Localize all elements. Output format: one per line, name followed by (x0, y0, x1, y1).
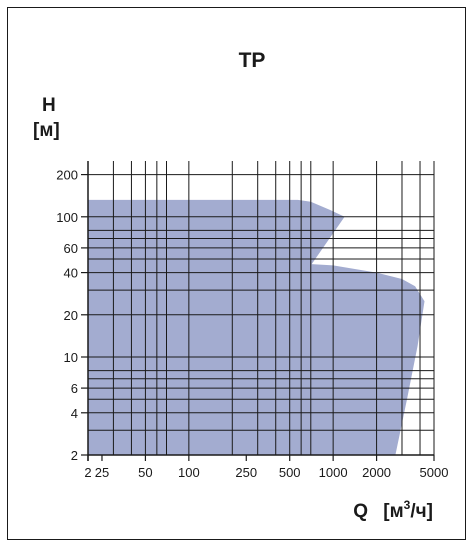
y-tick-label: 60 (64, 241, 78, 256)
y-tick-label: 200 (56, 168, 78, 183)
y-axis-label-symbol: H (42, 95, 56, 116)
x-axis-label-symbol: Q (353, 501, 368, 522)
x-tick-label: 5000 (420, 465, 449, 480)
axis-ticks (81, 173, 435, 461)
y-tick-label: 6 (71, 381, 78, 396)
x-tick-label: 1000 (319, 465, 348, 480)
plot-area: 2 4 6 10 20 40 60 100 200 2 25 50 100 250 500 1000 2000 5… (56, 161, 448, 480)
x-axis-unit-base: [м (383, 501, 403, 522)
y-tick-label: 2 (71, 448, 78, 463)
tick-labels: 2 4 6 10 20 40 60 100 200 2 25 50 100 250 500 1000 2000 5… (56, 168, 448, 480)
x-tick-label: 50 (138, 465, 152, 480)
tp-operating-region (88, 199, 425, 455)
x-tick-label: 100 (178, 465, 200, 480)
chart-title: TP (239, 49, 266, 72)
y-tick-label: 100 (56, 210, 78, 225)
y-tick-label: 4 (71, 406, 78, 421)
x-tick-label: 500 (279, 465, 301, 480)
y-tick-label: 20 (64, 308, 78, 323)
x-axis-unit-tail: /ч] (410, 501, 433, 522)
x-axis-label: Q [м3/ч] (353, 498, 433, 522)
x-tick-label: 25 (95, 465, 109, 480)
x-tick-label: 250 (235, 465, 257, 480)
y-axis-label-unit: [м] (33, 120, 60, 141)
y-tick-label: 40 (64, 266, 78, 281)
y-tick-label: 10 (64, 350, 78, 365)
x-tick-label: 2000 (362, 465, 391, 480)
x-axis-unit-superscript: 3 (404, 498, 411, 512)
x-tick-label: 2 (84, 465, 91, 480)
